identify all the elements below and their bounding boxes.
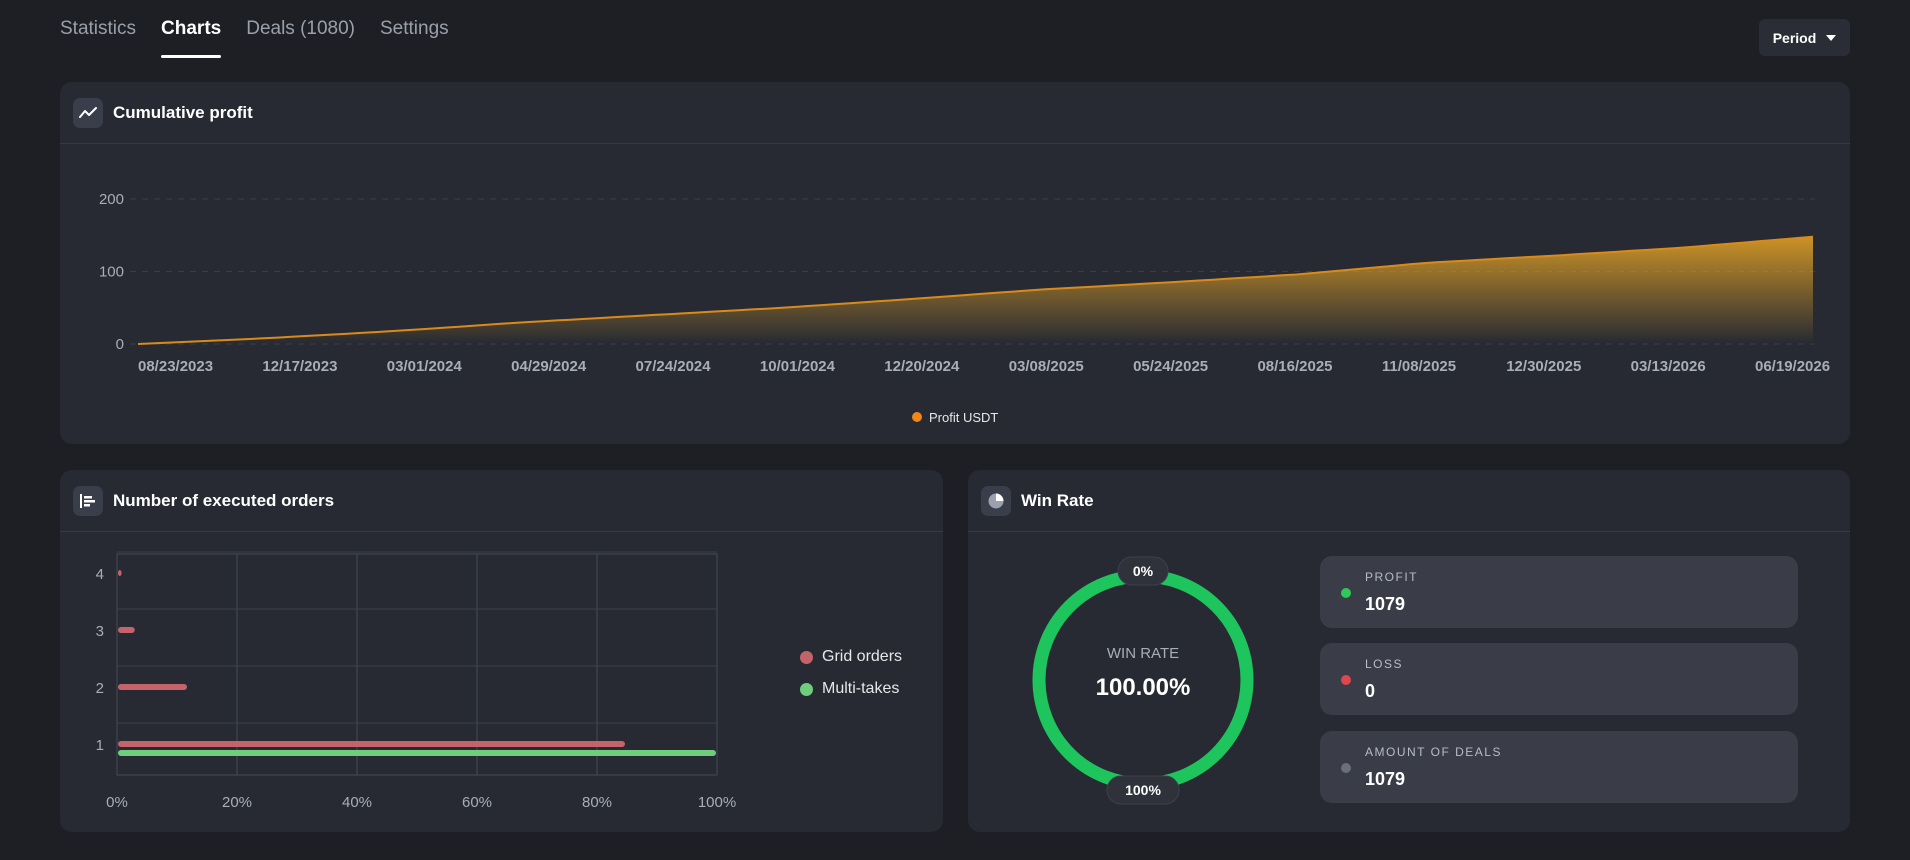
legend-grid-orders[interactable]: Grid orders	[800, 648, 902, 666]
legend-profit-usdt: Profit USDT	[929, 410, 998, 425]
bar-multi-takes[interactable]	[118, 750, 716, 756]
loss-dot	[1341, 675, 1351, 685]
tab-deals[interactable]: Deals (1080)	[246, 18, 355, 39]
card-header: Cumulative profit	[60, 82, 1850, 144]
period-dropdown[interactable]: Period	[1759, 19, 1850, 56]
x-tick-label: 03/08/2025	[1009, 358, 1084, 375]
stat-value: 1079	[1365, 769, 1406, 789]
x-tick-label: 10/01/2024	[760, 358, 836, 375]
top-badge: 0%	[1133, 563, 1154, 579]
legend-dot	[800, 682, 813, 696]
profit-dot	[1341, 588, 1351, 598]
x-tick-label: 08/23/2023	[138, 358, 213, 375]
x-tick-label: 40%	[342, 794, 372, 811]
tab-charts[interactable]: Charts	[161, 18, 222, 58]
y-tick-label: 3	[96, 623, 104, 640]
x-tick-label: 20%	[222, 794, 252, 811]
card-title: Cumulative profit	[113, 102, 253, 122]
win-rate-label: WIN RATE	[1107, 645, 1179, 662]
bottom-badge-bg	[1106, 775, 1180, 805]
pie-chart-icon	[981, 485, 1011, 516]
x-tick-label: 60%	[462, 794, 492, 811]
executed-orders-chart: 1 2 3 4 0% 20% 40% 60% 80% 100%	[96, 551, 736, 811]
period-label: Period	[1772, 29, 1817, 46]
x-tick-label: 12/30/2025	[1506, 358, 1581, 375]
stat-label: AMOUNT OF DEALS	[1365, 745, 1502, 759]
executed-orders-card: Number of executed orders 1 2 3 4 0% 20% 40% 6…	[60, 470, 943, 832]
stat-value: 1079	[1365, 594, 1406, 614]
bar-grid-orders[interactable]	[118, 741, 625, 747]
win-rate-donut: WIN RATE 100.00% 0% 100%	[1032, 556, 1254, 805]
y-tick-label: 4	[96, 566, 104, 583]
x-tick-label: 05/24/2025	[1133, 358, 1208, 375]
cumulative-profit-card: Cumulative profit 0 100 200 08/23/2023 12/1…	[60, 82, 1850, 444]
card-title: Win Rate	[1021, 490, 1094, 510]
x-tick-label: 11/08/2025	[1382, 358, 1456, 375]
card-title: Number of executed orders	[113, 490, 335, 510]
x-tick-label: 08/16/2025	[1257, 358, 1332, 375]
chevron-down-icon	[1826, 34, 1837, 41]
tab-statistics[interactable]: Statistics	[60, 18, 137, 39]
y-tick-label: 100	[99, 264, 124, 281]
x-tick-label: 100%	[698, 794, 736, 811]
legend-dot	[800, 650, 813, 664]
bar-grid-orders[interactable]	[118, 570, 122, 576]
top-badge-bg	[1117, 556, 1169, 586]
x-tick-label: 07/24/2024	[636, 358, 712, 375]
deals-dot	[1341, 763, 1351, 773]
y-tick-label: 0	[116, 336, 124, 353]
profit-area	[138, 236, 1813, 344]
stat-label: PROFIT	[1365, 570, 1418, 584]
x-tick-label: 12/20/2024	[884, 358, 960, 375]
legend-label: Grid orders	[822, 648, 903, 665]
bar-grid-orders[interactable]	[118, 684, 187, 690]
profit-line	[137, 235, 1814, 345]
win-rate-card: Win Rate WIN RATE 100.00% 0% 100% PROFIT…	[968, 470, 1850, 832]
legend-dot	[912, 412, 922, 422]
x-tick-label: 04/29/2024	[511, 358, 587, 375]
x-tick-label: 12/17/2023	[262, 358, 337, 375]
legend-label: Multi-takes	[822, 680, 900, 697]
y-tick-label: 200	[99, 191, 124, 208]
x-tick-label: 03/13/2026	[1631, 358, 1706, 375]
legend-multi-takes[interactable]: Multi-takes	[800, 680, 902, 698]
chart-tabs: Statistics Charts Deals (1080) Settings	[60, 18, 449, 58]
x-tick-label: 0%	[106, 794, 128, 811]
stat-value: 0	[1365, 681, 1376, 701]
bar-chart-icon	[73, 485, 103, 516]
bar-grid-orders[interactable]	[118, 627, 135, 633]
x-tick-label: 03/01/2024	[387, 358, 463, 375]
y-tick-label: 2	[96, 680, 104, 697]
tab-settings[interactable]: Settings	[380, 18, 449, 39]
orders-legend: Grid orders Multi-takes	[800, 648, 902, 712]
y-tick-label: 1	[96, 737, 104, 754]
x-tick-label: 80%	[582, 794, 612, 811]
win-rate-value: 100.00%	[1096, 674, 1191, 701]
stat-amount-of-deals: AMOUNT OF DEALS 1079	[1320, 731, 1798, 803]
cumulative-profit-chart: 0 100 200 08/23/2023 12/17/2023 03/01/2024 04…	[99, 191, 1830, 425]
card-header: Number of executed orders	[60, 470, 943, 532]
card-header: Win Rate	[968, 470, 1850, 532]
stat-loss: LOSS 0	[1320, 643, 1798, 715]
stat-profit: PROFIT 1079	[1320, 556, 1798, 628]
line-chart-icon	[73, 97, 103, 128]
bottom-badge: 100%	[1125, 782, 1161, 798]
stat-label: LOSS	[1365, 657, 1404, 671]
x-tick-label: 06/19/2026	[1755, 358, 1830, 375]
